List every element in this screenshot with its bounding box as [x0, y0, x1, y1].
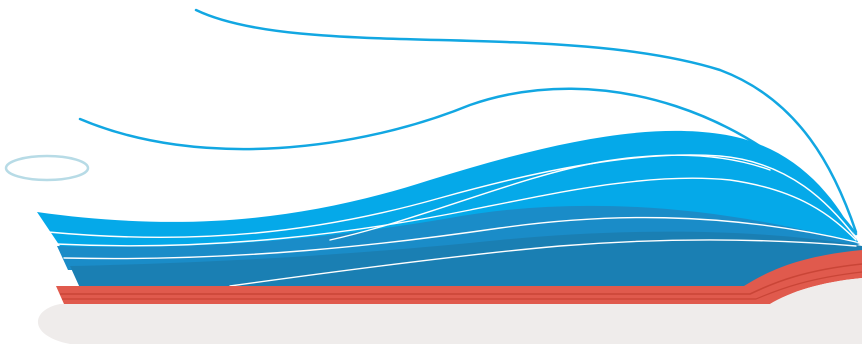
book-cover-red-edge [60, 263, 862, 295]
book-cover-red-edge-2 [62, 271, 862, 300]
page-stack-dark [70, 231, 862, 288]
book-cover-red [56, 250, 862, 304]
halo-ellipse [4, 154, 90, 182]
flying-page-line-middle [78, 87, 858, 236]
page-edge-lines [47, 154, 857, 287]
ground-shadow [37, 300, 862, 344]
book-right-page [740, 278, 862, 344]
flying-page-line-top [194, 8, 858, 234]
